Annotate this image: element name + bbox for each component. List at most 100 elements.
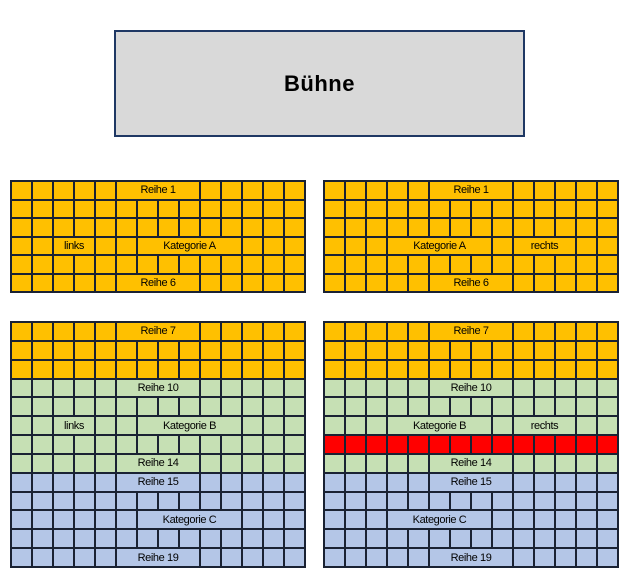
seat-cell[interactable] xyxy=(138,492,157,510)
seat-cell[interactable] xyxy=(367,237,386,254)
seat-cell[interactable] xyxy=(451,256,470,273)
seat-cell[interactable] xyxy=(346,436,365,453)
row-label-cell[interactable]: Kategorie C xyxy=(388,511,491,529)
seat-cell[interactable] xyxy=(556,549,575,566)
seat-cell[interactable] xyxy=(138,436,157,453)
seat-cell[interactable] xyxy=(285,237,304,254)
seat-cell[interactable] xyxy=(222,256,241,273)
seat-cell[interactable] xyxy=(514,200,533,217)
seat-cell[interactable] xyxy=(12,256,31,273)
seat-cell[interactable] xyxy=(12,237,31,254)
seat-cell[interactable] xyxy=(598,323,617,340)
row-label-cell[interactable]: Reihe 15 xyxy=(430,473,512,491)
seat-cell[interactable] xyxy=(201,492,220,510)
seat-cell[interactable] xyxy=(472,219,491,236)
seat-cell[interactable] xyxy=(556,492,575,510)
seat-cell[interactable] xyxy=(285,492,304,510)
seat-cell[interactable] xyxy=(12,341,31,359)
seat-cell[interactable] xyxy=(346,323,365,340)
seat-cell[interactable] xyxy=(409,256,428,273)
seat-cell[interactable] xyxy=(388,473,407,491)
seat-cell[interactable] xyxy=(493,237,512,254)
row-label-cell[interactable]: Reihe 14 xyxy=(117,454,199,472)
seat-cell[interactable] xyxy=(598,436,617,453)
seat-cell[interactable] xyxy=(243,492,262,510)
seat-cell[interactable] xyxy=(117,511,136,529)
seat-cell[interactable] xyxy=(535,323,554,340)
row-label-cell[interactable]: Reihe 10 xyxy=(430,379,512,397)
seat-cell[interactable] xyxy=(577,200,596,217)
seat-cell[interactable] xyxy=(388,436,407,453)
seat-cell[interactable] xyxy=(96,436,115,453)
seat-cell[interactable] xyxy=(201,274,220,291)
seat-cell[interactable] xyxy=(12,182,31,199)
seat-cell[interactable] xyxy=(409,492,428,510)
seat-cell[interactable] xyxy=(33,473,52,491)
seat-cell[interactable] xyxy=(325,182,344,199)
seat-cell[interactable] xyxy=(472,398,491,416)
seat-cell[interactable] xyxy=(159,341,178,359)
seat-cell[interactable] xyxy=(12,454,31,472)
seat-cell[interactable] xyxy=(409,219,428,236)
row-label-cell[interactable]: Reihe 15 xyxy=(117,473,199,491)
seat-cell[interactable] xyxy=(430,398,449,416)
seat-cell[interactable] xyxy=(535,436,554,453)
seat-cell[interactable] xyxy=(556,200,575,217)
seat-cell[interactable] xyxy=(243,274,262,291)
seat-cell[interactable] xyxy=(222,473,241,491)
seat-cell[interactable] xyxy=(264,274,283,291)
seat-cell[interactable] xyxy=(264,417,283,435)
seat-cell[interactable] xyxy=(409,360,428,378)
seat-cell[interactable] xyxy=(264,219,283,236)
seat-cell[interactable] xyxy=(54,530,73,548)
seat-cell[interactable] xyxy=(159,492,178,510)
seat-cell[interactable] xyxy=(75,473,94,491)
seat-cell[interactable] xyxy=(285,360,304,378)
seat-cell[interactable] xyxy=(409,379,428,397)
seat-cell[interactable] xyxy=(535,492,554,510)
seat-cell[interactable] xyxy=(75,360,94,378)
seat-cell[interactable] xyxy=(243,473,262,491)
seat-cell[interactable] xyxy=(577,511,596,529)
row-label-cell[interactable]: Reihe 1 xyxy=(117,182,199,199)
seat-cell[interactable] xyxy=(33,530,52,548)
seat-cell[interactable] xyxy=(33,256,52,273)
seat-cell[interactable] xyxy=(388,256,407,273)
seat-cell[interactable] xyxy=(451,219,470,236)
seat-cell[interactable] xyxy=(117,341,136,359)
seat-cell[interactable] xyxy=(514,182,533,199)
seat-cell[interactable] xyxy=(180,256,199,273)
seat-cell[interactable] xyxy=(556,219,575,236)
seat-cell[interactable] xyxy=(243,530,262,548)
seat-cell[interactable] xyxy=(367,492,386,510)
seat-cell[interactable] xyxy=(75,530,94,548)
seat-cell[interactable] xyxy=(430,219,449,236)
seat-cell[interactable] xyxy=(138,341,157,359)
seat-cell[interactable] xyxy=(598,200,617,217)
seat-cell[interactable] xyxy=(388,398,407,416)
seat-cell[interactable] xyxy=(222,182,241,199)
seat-cell[interactable] xyxy=(430,256,449,273)
seat-cell[interactable] xyxy=(96,360,115,378)
seat-cell[interactable] xyxy=(243,219,262,236)
seat-cell[interactable] xyxy=(159,360,178,378)
seat-cell[interactable] xyxy=(388,200,407,217)
row-label-cell[interactable]: Kategorie A xyxy=(388,237,491,254)
seat-cell[interactable] xyxy=(451,436,470,453)
seat-cell[interactable] xyxy=(451,530,470,548)
seat-cell[interactable] xyxy=(201,341,220,359)
seat-cell[interactable] xyxy=(54,200,73,217)
seat-cell[interactable] xyxy=(514,256,533,273)
seat-cell[interactable] xyxy=(54,379,73,397)
seat-cell[interactable] xyxy=(346,360,365,378)
seat-cell[interactable] xyxy=(285,417,304,435)
row-label-cell[interactable]: Kategorie B xyxy=(388,417,491,435)
seat-cell[interactable] xyxy=(388,341,407,359)
seat-cell[interactable] xyxy=(367,549,386,566)
seat-cell[interactable] xyxy=(33,492,52,510)
seat-cell[interactable] xyxy=(285,256,304,273)
row-label-cell[interactable]: Kategorie C xyxy=(138,511,241,529)
seat-cell[interactable] xyxy=(285,436,304,453)
seat-cell[interactable] xyxy=(493,417,512,435)
seat-cell[interactable] xyxy=(367,379,386,397)
